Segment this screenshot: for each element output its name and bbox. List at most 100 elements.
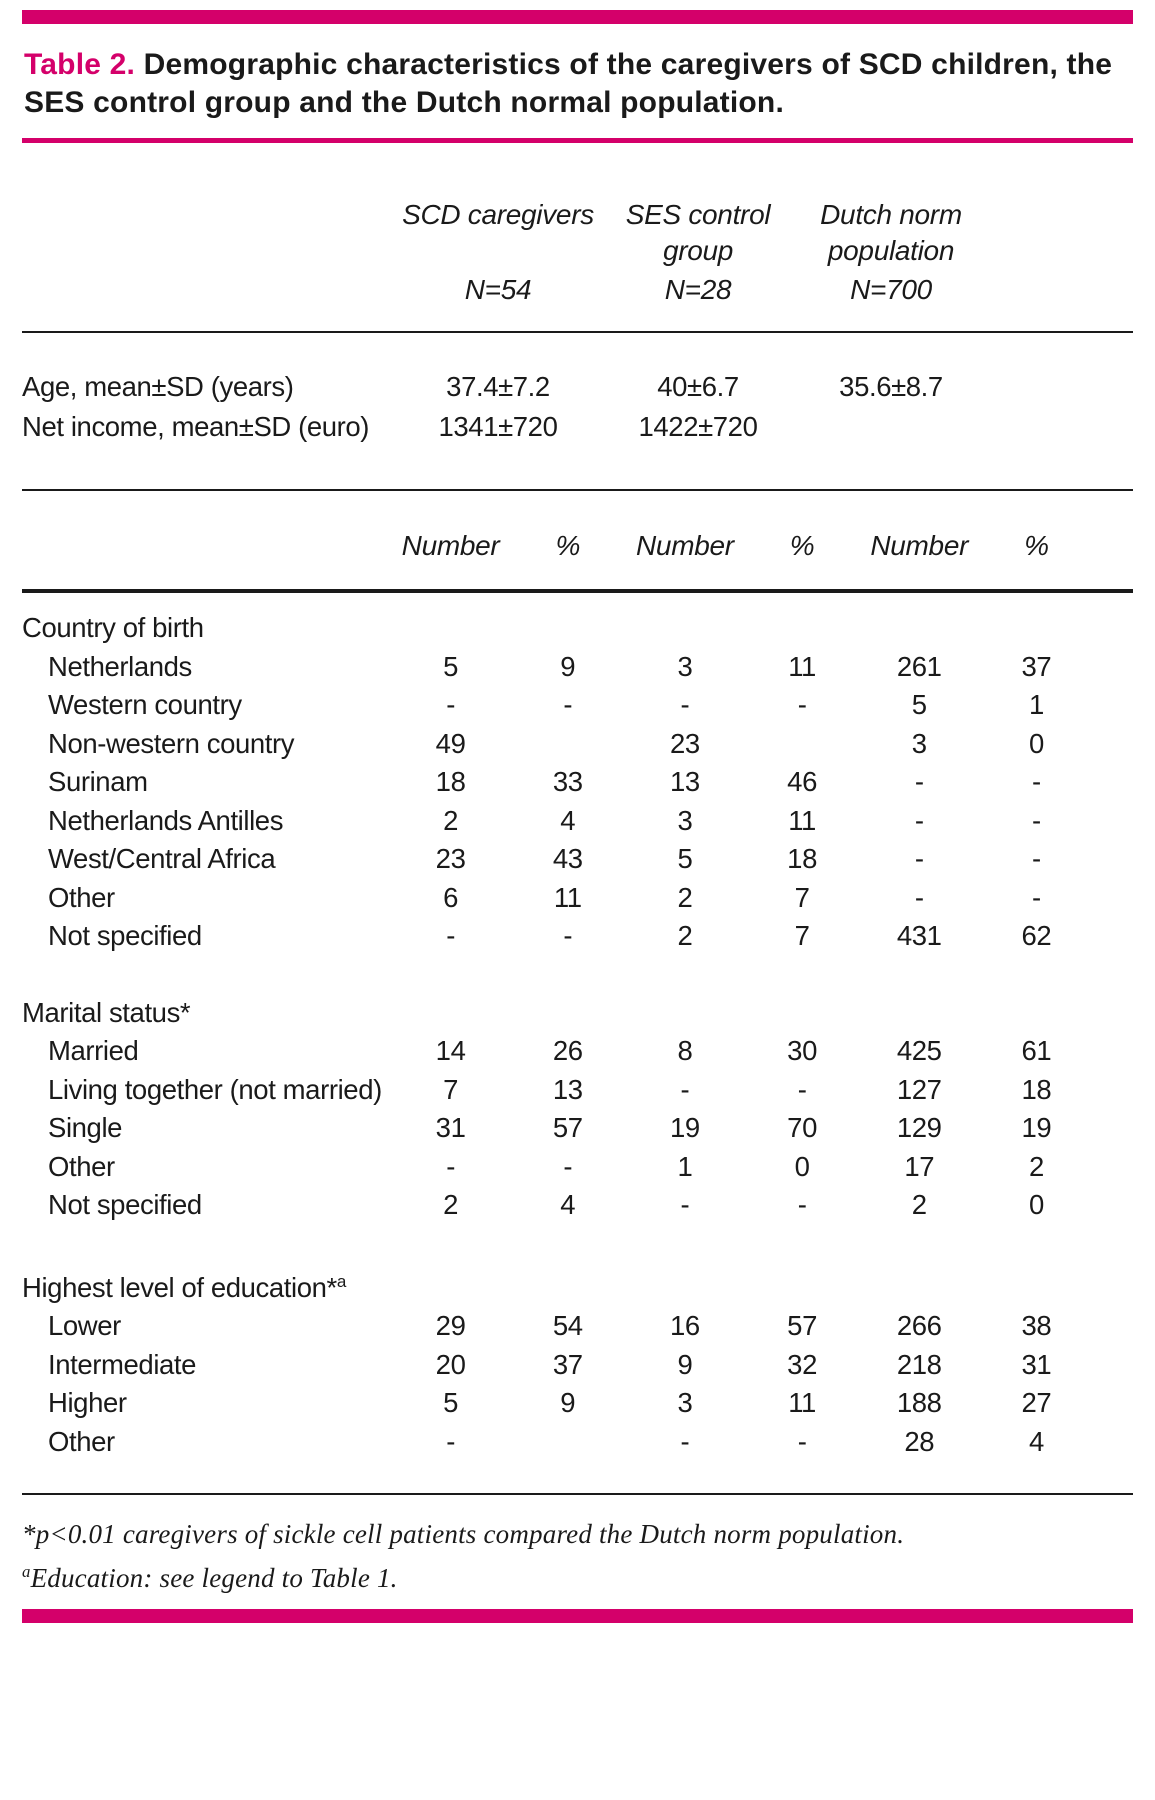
row-label: Married xyxy=(48,1035,139,1066)
row-value: - xyxy=(680,1073,690,1105)
summary-value: 1422±720 xyxy=(638,411,758,442)
group-header-ses: SES control group N=28 xyxy=(604,197,792,309)
row-value: - xyxy=(914,766,924,797)
table-row: Living together (not married) 7 13 - - 127 18 xyxy=(22,1071,1133,1110)
row-value: 266 xyxy=(896,1310,942,1342)
row-value: 1 xyxy=(677,1150,693,1182)
footnote-line: *p<0.01 caregivers of sickle cell patien… xyxy=(22,1509,1133,1553)
row-value: 37 xyxy=(1021,650,1052,682)
table-row: Netherlands 5 9 3 11 261 37 xyxy=(22,648,1133,687)
row-value: 1 xyxy=(1028,689,1044,720)
summary-row-label: Age, mean±SD (years) xyxy=(22,371,294,402)
header-body-divider xyxy=(22,589,1133,593)
row-value: - xyxy=(680,1425,690,1457)
row-value: 57 xyxy=(787,1310,817,1342)
row-value: 3 xyxy=(677,1387,693,1419)
row-value: 70 xyxy=(787,1112,817,1143)
row-value: - xyxy=(1032,881,1041,913)
row-label: Other xyxy=(48,881,115,913)
table-row: Higher 5 9 3 11 188 27 xyxy=(22,1384,1133,1423)
row-value: 37 xyxy=(552,1348,583,1380)
row-value: - xyxy=(680,1189,690,1220)
row-value: 218 xyxy=(896,1348,942,1380)
row-value: 425 xyxy=(896,1035,942,1066)
footnote-text: Education: see legend to Table 1. xyxy=(30,1563,398,1594)
row-value: 18 xyxy=(435,766,466,797)
summary-row-label: Net income, mean±SD (euro) xyxy=(22,411,370,442)
row-value: 28 xyxy=(904,1425,935,1457)
row-value: 17 xyxy=(904,1150,935,1182)
row-value: 2 xyxy=(443,804,459,836)
row-value: 2 xyxy=(1028,1150,1044,1182)
row-value: 3 xyxy=(677,804,693,836)
row-label: Netherlands xyxy=(48,650,192,682)
row-value: 32 xyxy=(787,1348,817,1380)
table-number-label: Table 2. xyxy=(24,48,136,81)
row-value: 7 xyxy=(443,1073,459,1105)
row-value: 16 xyxy=(670,1310,700,1342)
row-value: - xyxy=(680,689,690,720)
row-label: Not specified xyxy=(48,1189,202,1220)
row-label: Higher xyxy=(48,1387,127,1419)
table-section: Highest level of education*a Lower 29 54 16 5… xyxy=(22,1263,1133,1462)
row-value: - xyxy=(914,881,924,913)
subheader-percent: % xyxy=(789,530,815,561)
row-value: - xyxy=(563,920,573,951)
row-value: 4 xyxy=(560,1189,576,1220)
section-header: Highest level of education*a xyxy=(22,1271,347,1303)
row-value: - xyxy=(797,1073,807,1105)
row-label: Other xyxy=(48,1150,115,1182)
row-value: 11 xyxy=(788,804,816,836)
row-value: - xyxy=(563,1150,573,1182)
summary-value: 35.6±8.7 xyxy=(839,371,943,402)
row-value: 5 xyxy=(911,689,927,720)
row-value: 18 xyxy=(787,843,817,874)
row-value: 31 xyxy=(435,1112,466,1143)
footnote-divider xyxy=(22,1493,1133,1496)
row-value: 54 xyxy=(552,1310,583,1342)
row-label: Non-western country xyxy=(48,727,295,759)
row-value: 61 xyxy=(1021,1035,1052,1066)
row-value: 57 xyxy=(552,1112,583,1143)
row-label: Single xyxy=(48,1112,123,1143)
row-value: - xyxy=(797,1189,807,1220)
top-accent-bar xyxy=(22,10,1133,24)
title-rule xyxy=(22,138,1133,143)
row-value: 127 xyxy=(896,1073,942,1105)
group-n: N=28 xyxy=(664,274,732,305)
subheader-number: Number xyxy=(401,530,500,561)
group-n: N=54 xyxy=(464,274,532,305)
table-row: Non-western country 49 23 3 0 xyxy=(22,725,1133,764)
row-value xyxy=(509,1423,626,1462)
row-value: 38 xyxy=(1021,1310,1052,1342)
row-value: 19 xyxy=(670,1112,700,1143)
row-value: 18 xyxy=(1021,1073,1052,1105)
row-label: Living together (not married) xyxy=(48,1073,382,1105)
table-section: Country of birth Netherlands 5 9 3 11 261 37 Wes… xyxy=(22,609,1133,956)
subheader-spacer xyxy=(22,527,392,565)
row-value: 46 xyxy=(787,766,817,797)
group-name: Dutch norm population xyxy=(820,199,962,266)
subheader-percent: % xyxy=(555,530,581,561)
table-row: Other - - - 28 4 xyxy=(22,1423,1133,1462)
summary-value: 37.4±7.2 xyxy=(446,371,550,402)
row-label: West/Central Africa xyxy=(48,843,276,874)
row-value: - xyxy=(446,920,455,951)
section-header: Country of birth xyxy=(22,612,204,643)
row-value: 19 xyxy=(1021,1112,1052,1143)
row-value: 0 xyxy=(1028,1189,1044,1220)
row-value: 2 xyxy=(443,1189,459,1220)
row-value: 0 xyxy=(794,1150,810,1182)
table-row: Not specified - - 2 7 431 62 xyxy=(22,917,1133,956)
row-value: - xyxy=(446,1425,455,1457)
row-value: 5 xyxy=(443,650,459,682)
row-value: 9 xyxy=(560,1387,576,1419)
row-value: 23 xyxy=(670,727,700,759)
row-value: - xyxy=(914,843,924,874)
table-row: Intermediate 20 37 9 32 218 31 xyxy=(22,1346,1133,1385)
row-label: Netherlands Antilles xyxy=(48,804,284,836)
row-value: 13 xyxy=(670,766,700,797)
row-value: 4 xyxy=(560,804,576,836)
table-title: Table 2. Demographic characteristics of … xyxy=(24,46,1131,122)
row-value: - xyxy=(1032,766,1041,797)
